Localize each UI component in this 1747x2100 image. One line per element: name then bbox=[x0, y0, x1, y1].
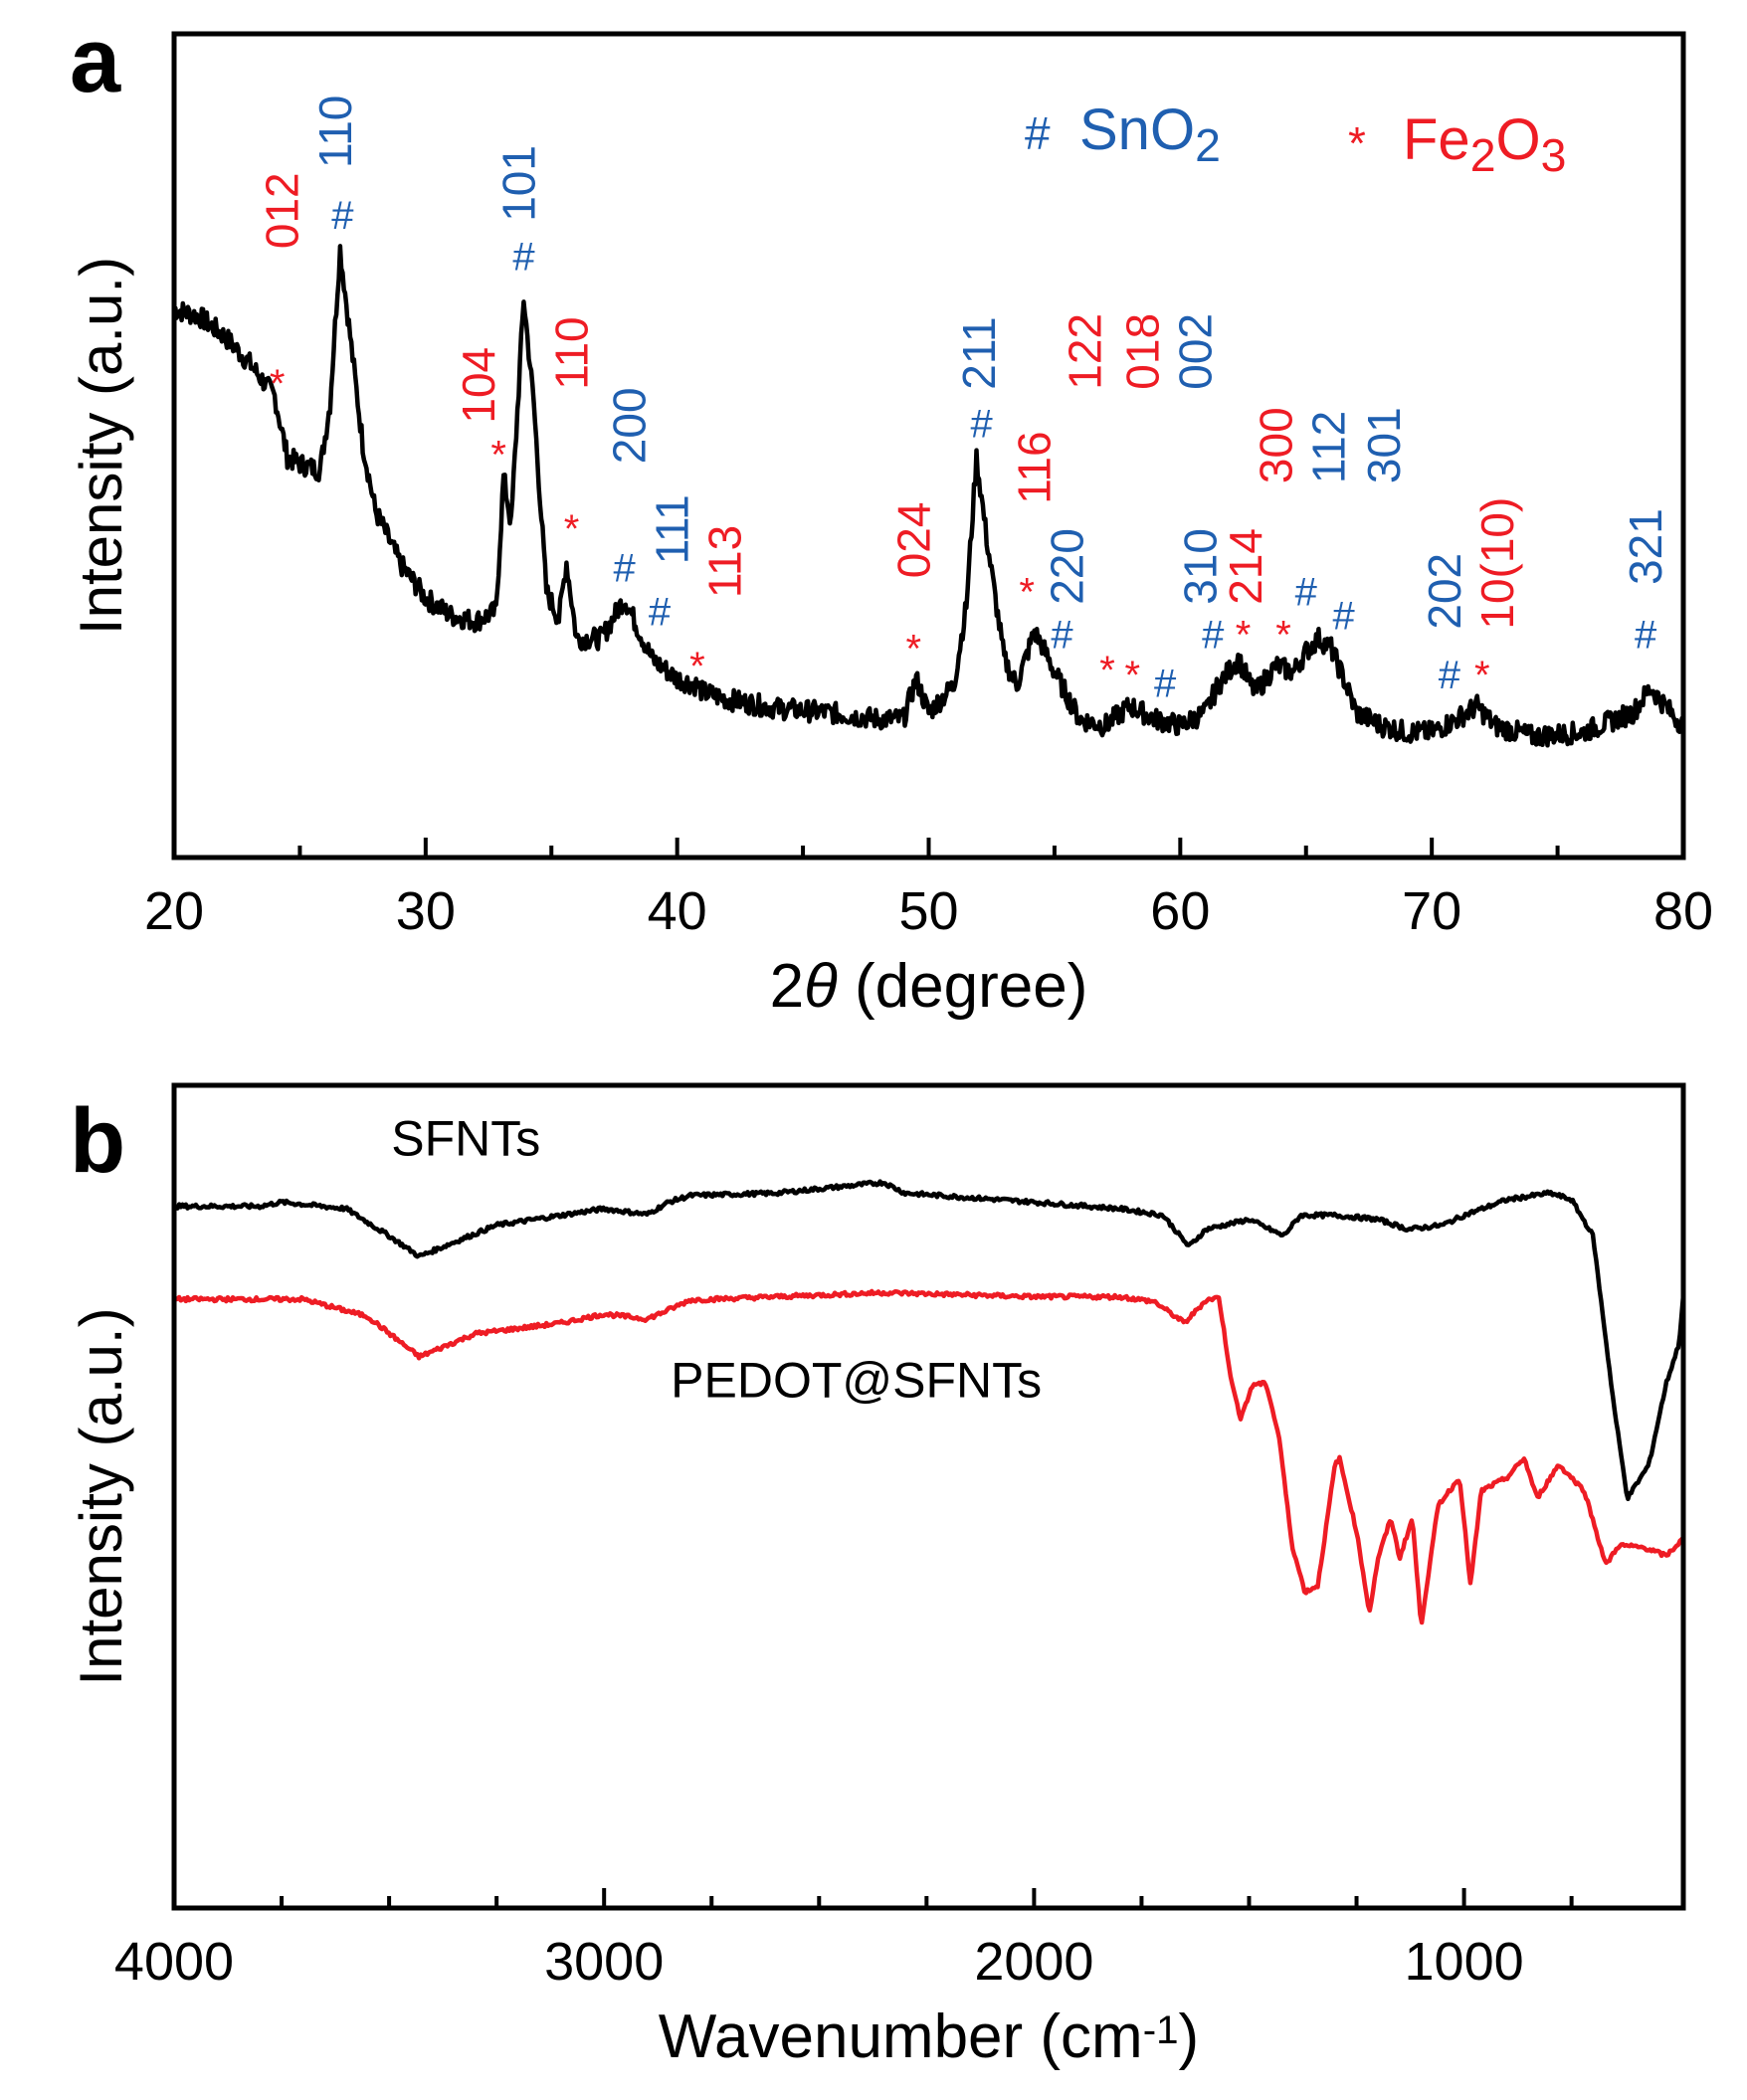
miller-index-label: 110 bbox=[545, 316, 597, 389]
fe2o3-marker: * bbox=[1125, 654, 1141, 697]
text-part: (degree) bbox=[838, 952, 1088, 1021]
fe2o3-marker: * bbox=[906, 628, 922, 671]
x-tick-label: 50 bbox=[898, 881, 958, 941]
miller-index-label: 321 bbox=[1620, 508, 1671, 585]
miller-index-label: 112 bbox=[1303, 411, 1355, 483]
fe2o3-marker: * bbox=[1474, 654, 1490, 697]
sno2-marker: # bbox=[1154, 662, 1177, 705]
x-tick-label: 2000 bbox=[974, 1932, 1093, 1992]
miller-index-label: 301 bbox=[1358, 407, 1410, 483]
miller-index-label: 113 bbox=[699, 525, 751, 598]
miller-index-label: 024 bbox=[887, 502, 939, 579]
text-part: O bbox=[1496, 107, 1541, 172]
sno2-marker: # bbox=[970, 403, 993, 447]
x-tick-label: 1000 bbox=[1405, 1932, 1524, 1992]
sno2-marker: # bbox=[613, 547, 636, 591]
x-tick-label: 20 bbox=[144, 881, 204, 941]
legend-label: Fe2O3 bbox=[1403, 107, 1566, 181]
series-label: PEDOT@SFNTs bbox=[671, 1352, 1042, 1408]
fe2o3-marker: * bbox=[1019, 571, 1035, 615]
miller-index-label: 012 bbox=[257, 172, 308, 249]
miller-index-label: 214 bbox=[1220, 528, 1271, 605]
sno2-marker: # bbox=[1333, 595, 1356, 639]
series-label: SFNTs bbox=[391, 1110, 540, 1166]
sno2-marker: # bbox=[1295, 571, 1318, 615]
legend-marker: # bbox=[1025, 107, 1051, 159]
fe2o3-marker: * bbox=[689, 645, 705, 688]
miller-index-label: 10(10) bbox=[1471, 497, 1523, 630]
sno2-marker: # bbox=[512, 236, 535, 280]
fe2o3-marker: * bbox=[490, 433, 506, 477]
miller-index-label: 116 bbox=[1009, 431, 1061, 503]
fe2o3-marker: * bbox=[1099, 649, 1115, 692]
fe2o3-marker: * bbox=[564, 507, 580, 551]
miller-index-label: 002 bbox=[1170, 313, 1222, 390]
sno2-marker: # bbox=[1635, 614, 1657, 658]
miller-index-label: 122 bbox=[1059, 313, 1110, 390]
text-part: ) bbox=[1179, 2003, 1200, 2071]
series-line-xrd bbox=[172, 244, 1684, 748]
series-line-sfnts bbox=[172, 1179, 1686, 1502]
x-tick-label: 80 bbox=[1653, 881, 1713, 941]
x-axis-title: Wavenumber (cm-1) bbox=[659, 2003, 1199, 2071]
fe2o3-marker: * bbox=[270, 362, 286, 406]
miller-index-label: 202 bbox=[1419, 553, 1470, 630]
panel-b-ftir-chart: b SFNTs PEDOT@SFNTs 4000 3000 2000 1000 Wavenu… bbox=[68, 1082, 1686, 2071]
text-part: 3 bbox=[1541, 129, 1567, 181]
x-axis-title: 2θ (degree) bbox=[770, 952, 1088, 1021]
x-tick-label: 4000 bbox=[114, 1932, 234, 1992]
fe2o3-marker: * bbox=[1275, 614, 1291, 658]
legend-marker: * bbox=[1348, 117, 1366, 169]
panel-a-letter: a bbox=[70, 10, 121, 111]
x-tick-label: 70 bbox=[1402, 881, 1461, 941]
x-tick-label: 30 bbox=[396, 881, 456, 941]
miller-index-label: 110 bbox=[309, 95, 361, 168]
text-part: Wavenumber (cm bbox=[659, 2003, 1143, 2071]
legend-label: SnO2 bbox=[1079, 97, 1221, 171]
miller-index-label: 220 bbox=[1042, 528, 1093, 605]
text-part: 2 bbox=[1195, 119, 1221, 171]
miller-index-label: 104 bbox=[453, 347, 504, 424]
sno2-marker: # bbox=[331, 194, 354, 238]
plot-frame bbox=[171, 1082, 1686, 1911]
legend: # SnO2 * Fe2O3 bbox=[1025, 97, 1566, 181]
y-axis-title: Intensity (a.u.) bbox=[68, 1307, 134, 1685]
series-line-pedot-sfnts bbox=[173, 1288, 1685, 1625]
miller-index-label: 300 bbox=[1250, 407, 1301, 483]
text-part: 2 bbox=[1470, 129, 1496, 181]
text-part: -1 bbox=[1143, 2007, 1179, 2052]
y-axis-title: Intensity (a.u.) bbox=[68, 257, 134, 635]
text-part: 2 bbox=[770, 952, 804, 1021]
miller-index-label: 018 bbox=[1116, 313, 1168, 390]
miller-index-label: 310 bbox=[1175, 528, 1227, 605]
sno2-marker: # bbox=[1439, 654, 1461, 697]
sno2-marker: # bbox=[649, 590, 672, 634]
sno2-marker: # bbox=[1202, 614, 1225, 658]
miller-index-label: 211 bbox=[953, 316, 1005, 389]
text-part: Fe bbox=[1403, 107, 1470, 172]
x-tick-label: 3000 bbox=[544, 1932, 664, 1992]
miller-index-label: 111 bbox=[647, 494, 698, 564]
panel-b-letter: b bbox=[70, 1090, 125, 1192]
x-tick-label: 40 bbox=[648, 881, 707, 941]
text-part: θ bbox=[804, 952, 838, 1021]
miller-index-label: 101 bbox=[492, 145, 544, 222]
text-part: SnO bbox=[1079, 97, 1195, 162]
miller-index-label: 200 bbox=[604, 387, 656, 464]
fe2o3-marker: * bbox=[1236, 614, 1252, 658]
sno2-marker: # bbox=[1051, 614, 1073, 658]
x-tick-label: 60 bbox=[1150, 881, 1210, 941]
